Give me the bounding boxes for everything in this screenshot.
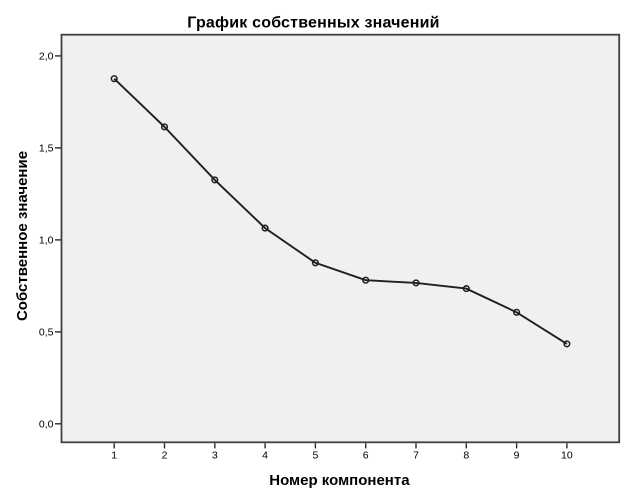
svg-text:0,0: 0,0 xyxy=(39,419,54,431)
svg-text:9: 9 xyxy=(514,449,520,461)
svg-text:0,5: 0,5 xyxy=(39,327,54,339)
svg-text:3: 3 xyxy=(212,449,218,461)
svg-text:10: 10 xyxy=(561,449,573,461)
svg-text:8: 8 xyxy=(463,449,469,461)
svg-text:График собственных значений: График собственных значений xyxy=(187,14,439,31)
svg-text:6: 6 xyxy=(363,449,369,461)
svg-text:1,5: 1,5 xyxy=(39,143,54,155)
svg-text:Собственное значение: Собственное значение xyxy=(14,151,31,321)
svg-text:4: 4 xyxy=(262,449,268,461)
svg-text:5: 5 xyxy=(312,449,318,461)
svg-text:1: 1 xyxy=(111,449,117,461)
svg-text:7: 7 xyxy=(413,449,419,461)
svg-text:1,0: 1,0 xyxy=(39,235,54,247)
svg-text:Номер компонента: Номер компонента xyxy=(269,472,410,489)
svg-text:2: 2 xyxy=(162,449,168,461)
svg-text:2,0: 2,0 xyxy=(39,51,54,63)
